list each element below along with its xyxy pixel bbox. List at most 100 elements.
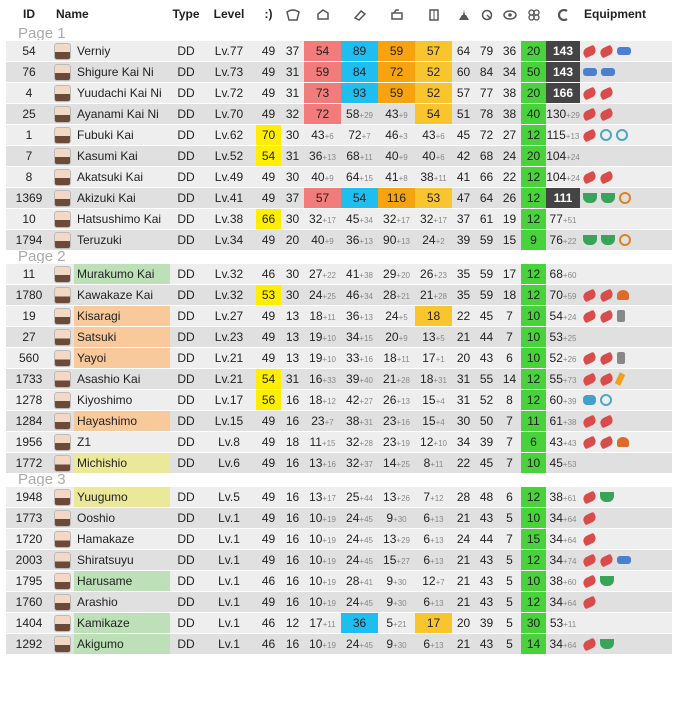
col-los[interactable] [498, 1, 521, 27]
gun-icon[interactable] [598, 553, 615, 567]
ship-name-cell[interactable]: Kiyoshimo [52, 390, 170, 410]
drum-icon[interactable] [617, 352, 625, 364]
col-evasion[interactable] [341, 1, 378, 27]
table-row[interactable]: 7 Kasumi Kai DD Lv.52 54 31 36+13 68+11 40+9 40+6… [6, 146, 672, 166]
table-row[interactable]: 1 Fubuki Kai DD Lv.62 70 30 43+6 72+7 46+3 43+6 45… [6, 125, 672, 145]
col-level[interactable]: Level [213, 7, 245, 21]
gun-icon[interactable] [598, 435, 615, 449]
ship-name-cell[interactable]: Yuugumo [52, 487, 170, 507]
table-row[interactable]: 1772 Michishio DD Lv.6 49 16 13+16 32+37 14+25 8+… [6, 453, 672, 473]
boat-icon[interactable] [583, 193, 597, 203]
boat-icon[interactable] [601, 193, 615, 203]
gun-icon[interactable] [598, 309, 615, 323]
dc-icon[interactable] [617, 437, 629, 447]
ship-name[interactable]: Hayashimo [74, 411, 170, 431]
gun-icon[interactable] [581, 490, 598, 504]
ship-name[interactable]: Yayoi [74, 348, 170, 368]
table-row[interactable]: 1773 Ooshio DD Lv.1 49 16 10+19 24+45 9+30 6+13 21… [6, 508, 672, 528]
gun-icon[interactable] [598, 414, 615, 428]
ship-name[interactable]: Kisaragi [74, 306, 170, 326]
ship-name-cell[interactable]: Yayoi [52, 348, 170, 368]
ship-name[interactable]: Shiratsuyu [77, 553, 134, 567]
ship-name-cell[interactable]: Kasumi Kai [52, 146, 170, 166]
ship-name[interactable]: Z1 [77, 435, 92, 449]
ship-name-cell[interactable]: Akatsuki Kai [52, 167, 170, 187]
col-range[interactable] [546, 1, 580, 27]
gun-icon[interactable] [598, 351, 615, 365]
col-asw[interactable] [475, 1, 498, 27]
gun-icon[interactable] [581, 414, 598, 428]
table-row[interactable]: 11 Murakumo Kai DD Lv.32 46 30 27+22 41+38 29+20… [6, 264, 672, 284]
table-row[interactable]: 10 Hatsushimo Kai DD Lv.38 66 30 32+17 45+34 32+… [6, 209, 672, 229]
col-type[interactable]: Type [172, 7, 200, 21]
ship-name[interactable]: Kawakaze Kai [77, 288, 154, 302]
table-row[interactable]: 1292 Akigumo DD Lv.1 46 16 10+19 24+45 9+30 6+13 2… [6, 634, 672, 654]
torp-icon[interactable] [617, 47, 631, 55]
gun-icon[interactable] [598, 288, 615, 302]
gun-icon[interactable] [581, 372, 598, 386]
ship-name-cell[interactable]: Shiratsuyu [52, 550, 170, 570]
flare-icon[interactable] [614, 372, 626, 386]
ship-name-cell[interactable]: Kamikaze [52, 613, 170, 633]
torp-icon[interactable] [583, 68, 597, 76]
table-row[interactable]: 1369 Akizuki Kai DD Lv.41 49 37 57 54 116 53 47 64 2… [6, 188, 672, 208]
ship-name-cell[interactable]: Z1 [52, 432, 170, 452]
ship-name-cell[interactable]: Arashio [52, 592, 170, 612]
gun-icon[interactable] [598, 44, 615, 58]
ship-name[interactable]: Akigumo [74, 634, 170, 654]
ship-name-cell[interactable]: Yuudachi Kai Ni [52, 83, 170, 103]
torp-icon[interactable] [617, 556, 631, 564]
table-row[interactable]: 1284 Hayashimo DD Lv.15 49 16 23+7 38+31 23+16 15… [6, 411, 672, 431]
dc-icon[interactable] [617, 290, 629, 300]
ship-name[interactable]: Michishio [74, 453, 170, 473]
gun-icon[interactable] [581, 288, 598, 302]
boat-icon[interactable] [600, 576, 614, 586]
table-row[interactable]: 1720 Hamakaze DD Lv.1 49 16 10+19 24+45 13+29 6+1… [6, 529, 672, 549]
ship-name-cell[interactable]: Murakumo Kai [52, 264, 170, 284]
boat-icon[interactable] [600, 492, 614, 502]
gun-icon[interactable] [581, 637, 598, 651]
ship-name[interactable]: Shigure Kai Ni [77, 65, 154, 79]
gun-icon[interactable] [581, 86, 598, 100]
ship-name[interactable]: Akatsuki Kai [77, 170, 144, 184]
aa-icon[interactable] [619, 234, 631, 246]
gun-icon[interactable] [581, 511, 598, 525]
table-row[interactable]: 19 Kisaragi DD Lv.27 49 13 18+11 36+13 24+5 18 22 4… [6, 306, 672, 326]
ship-name-cell[interactable]: Ayanami Kai Ni [52, 104, 170, 124]
ship-name-cell[interactable]: Michishio [52, 453, 170, 473]
gun-icon[interactable] [581, 435, 598, 449]
ship-name-cell[interactable]: Hayashimo [52, 411, 170, 431]
ship-name[interactable]: Teruzuki [77, 233, 122, 247]
ship-name-cell[interactable]: Fubuki Kai [52, 125, 170, 145]
gun-icon[interactable] [581, 128, 598, 142]
col-morale[interactable]: :) [264, 7, 273, 21]
boat-icon[interactable] [601, 235, 615, 245]
table-row[interactable]: 1956 Z1 DD Lv.8 49 18 11+15 32+28 23+19 12+10 34 39… [6, 432, 672, 452]
col-hp[interactable] [281, 1, 304, 27]
ship-name-cell[interactable]: Kawakaze Kai [52, 285, 170, 305]
table-row[interactable]: 27 Satsuki DD Lv.23 49 13 19+10 34+15 20+9 13+5 21… [6, 327, 672, 347]
col-luck[interactable] [521, 1, 546, 27]
gun-icon[interactable] [598, 107, 615, 121]
ship-name-cell[interactable]: Kisaragi [52, 306, 170, 326]
radar-icon[interactable] [600, 394, 612, 406]
gun-icon[interactable] [581, 44, 598, 58]
table-row[interactable]: 25 Ayanami Kai Ni DD Lv.70 49 32 72 58+29 43+9 54… [6, 104, 672, 124]
gun-icon[interactable] [581, 107, 598, 121]
gun-icon[interactable] [581, 170, 598, 184]
col-id[interactable]: ID [23, 7, 35, 21]
ship-name[interactable]: Yuudachi Kai Ni [77, 86, 162, 100]
gun-icon[interactable] [598, 86, 615, 100]
ship-name[interactable]: Verniy [77, 44, 111, 58]
gun-icon[interactable] [598, 170, 615, 184]
ship-name[interactable]: Murakumo Kai [74, 264, 170, 284]
table-row[interactable]: 1760 Arashio DD Lv.1 49 16 10+19 24+45 9+30 6+13 2… [6, 592, 672, 612]
ship-name-cell[interactable]: Hamakaze [52, 529, 170, 549]
ship-name-cell[interactable]: Shigure Kai Ni [52, 62, 170, 82]
ship-name-cell[interactable]: Hatsushimo Kai [52, 209, 170, 229]
table-row[interactable]: 1794 Teruzuki DD Lv.34 49 20 40+9 36+13 90+13 24+… [6, 230, 672, 250]
table-row[interactable]: 1404 Kamikaze DD Lv.1 46 12 17+11 36 5+21 17 20 39 5… [6, 613, 672, 633]
ship-name[interactable]: Hatsushimo Kai [77, 212, 162, 226]
ship-name-cell[interactable]: Ooshio [52, 508, 170, 528]
radar-icon[interactable] [616, 129, 628, 141]
